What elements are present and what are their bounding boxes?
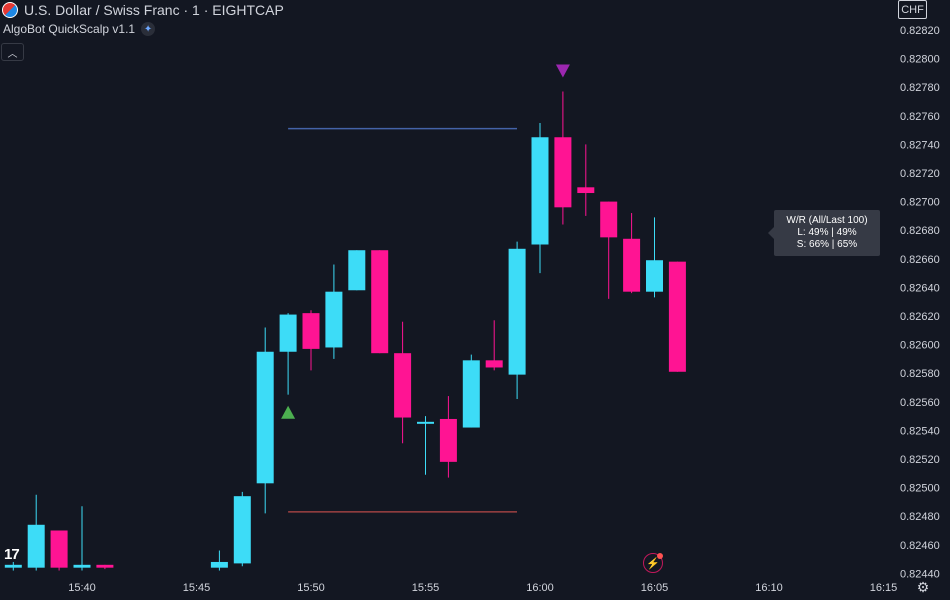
tradingview-logo[interactable]: 17 <box>4 546 20 563</box>
bull-candle <box>646 260 663 292</box>
bear-candle <box>439 418 457 462</box>
price-tick-label: 0.82520 <box>900 454 940 466</box>
gear-icon[interactable]: ⚙ <box>916 578 930 595</box>
time-tick-label: 16:00 <box>526 582 554 594</box>
bull-candle <box>73 564 91 568</box>
price-tick-label: 0.82560 <box>900 397 940 409</box>
bear-candle <box>554 137 572 208</box>
price-tick-label: 0.82800 <box>900 54 940 66</box>
bull-candle <box>27 524 45 568</box>
bull-candle <box>210 561 228 568</box>
us-ch-flag-icon <box>2 2 18 18</box>
time-tick-label: 16:15 <box>870 582 898 594</box>
price-tick-label: 0.82440 <box>900 568 940 580</box>
price-tick-label: 0.82700 <box>900 197 940 209</box>
bear-candle <box>96 564 114 568</box>
win-rate-title: W/R (All/Last 100) <box>786 215 868 226</box>
win-rate-stats-box: W/R (All/Last 100) L: 49% | 49% S: 66% |… <box>768 210 880 256</box>
price-tick-label: 0.82620 <box>900 311 940 323</box>
bull-candle <box>256 351 274 484</box>
bull-candle <box>279 314 297 352</box>
price-tick-label: 0.82780 <box>900 82 940 94</box>
bear-candle <box>623 238 641 292</box>
price-tick-label: 0.82660 <box>900 254 940 266</box>
bear-candle <box>394 353 412 418</box>
collapse-legend-button[interactable]: ︿ <box>1 43 24 61</box>
time-tick-label: 15:40 <box>68 582 96 594</box>
price-tick-label: 0.82540 <box>900 425 940 437</box>
price-tick-label: 0.82760 <box>900 111 940 123</box>
sparkle-icon[interactable]: ✦ <box>141 22 156 36</box>
bull-candle <box>325 291 343 348</box>
bull-candle <box>348 250 366 291</box>
price-tick-label: 0.82680 <box>900 225 940 237</box>
bear-candle <box>302 313 320 349</box>
price-tick-label: 0.82580 <box>900 368 940 380</box>
price-tick-label: 0.82480 <box>900 511 940 523</box>
price-tick-label: 0.82500 <box>900 483 940 495</box>
indicator-legend[interactable]: AlgoBot QuickScalp v1.1 ✦ <box>3 22 156 36</box>
buy-signal-triangle <box>281 405 296 419</box>
time-tick-label: 15:50 <box>297 582 325 594</box>
price-tick-label: 0.82740 <box>900 139 940 151</box>
time-tick-label: 15:45 <box>183 582 211 594</box>
sell-signal-triangle <box>555 64 570 78</box>
bull-candle <box>508 248 526 375</box>
bull-candle <box>233 496 251 564</box>
bear-candle <box>600 201 618 238</box>
price-tick-label: 0.82820 <box>900 25 940 37</box>
bull-candle <box>462 360 480 428</box>
time-tick-label: 16:05 <box>641 582 669 594</box>
time-tick-label: 16:10 <box>755 582 783 594</box>
price-tick-label: 0.82460 <box>900 540 940 552</box>
price-tick-label: 0.82600 <box>900 340 940 352</box>
notification-dot <box>657 553 663 559</box>
bear-candle <box>577 187 595 194</box>
currency-selector[interactable]: CHF <box>898 0 927 19</box>
indicator-name[interactable]: AlgoBot QuickScalp v1.1 <box>3 22 136 36</box>
price-tick-label: 0.82720 <box>900 168 940 180</box>
bear-candle <box>371 250 389 354</box>
win-rate-short: S: 66% | 65% <box>796 239 858 250</box>
price-tick-label: 0.82640 <box>900 282 940 294</box>
bear-candle <box>668 261 686 372</box>
bear-candle <box>50 530 68 568</box>
win-rate-long: L: 49% | 49% <box>797 227 857 238</box>
symbol-title[interactable]: U.S. Dollar / Swiss Franc · 1 · EIGHTCAP <box>24 2 284 18</box>
bull-candle <box>417 421 434 424</box>
chart-header: U.S. Dollar / Swiss Franc · 1 · EIGHTCAP <box>0 0 284 20</box>
bull-candle <box>4 564 22 568</box>
chevron-up-icon: ︿ <box>7 48 18 60</box>
lightning-icon[interactable]: ⚡ <box>643 553 663 573</box>
bull-candle <box>531 137 549 245</box>
bear-candle <box>485 360 503 368</box>
time-tick-label: 15:55 <box>412 582 440 594</box>
